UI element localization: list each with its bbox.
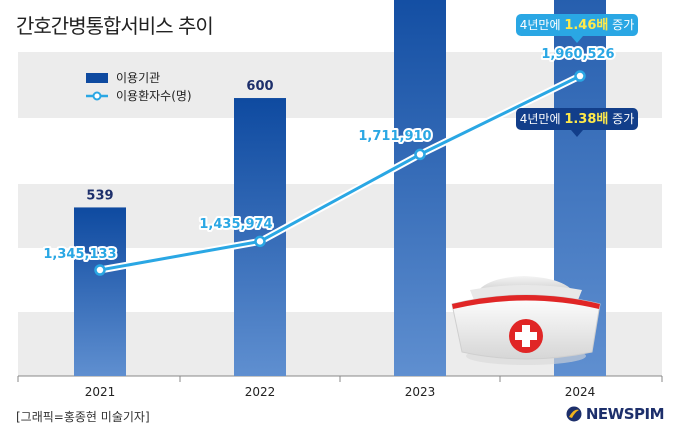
logo-icon: [566, 406, 582, 422]
legend-line-marker: [92, 91, 102, 101]
bubble-box: [516, 14, 638, 36]
line-point: [94, 264, 106, 276]
line-value-label-halo: 1,435,974: [199, 217, 272, 232]
line-point: [254, 235, 266, 248]
annotation-bar-growth: 4년만에 1.38배 증가: [516, 108, 638, 137]
line-point: [414, 148, 426, 161]
bubble-text-post: 증가: [608, 18, 634, 32]
line-value-label-halo: 1,711,910: [358, 129, 431, 144]
bubble-highlight: 1.46배: [564, 17, 608, 33]
legend-line-label: 이용환자수(명): [116, 89, 192, 103]
x-axis-ticks: 2021 2022 2023 2024: [17, 376, 663, 399]
bubble-text-post: 증가: [608, 112, 634, 126]
bubble-pointer: [571, 36, 583, 43]
bubble-text-pre: 4년만에: [520, 112, 565, 126]
bar-value-label: 539: [86, 188, 113, 203]
logo-text: NEWSPIM: [585, 405, 665, 423]
x-tick-label: 2024: [565, 385, 596, 399]
x-tick-label: 2023: [405, 385, 436, 399]
bar: [394, 0, 446, 376]
bar: [74, 207, 126, 376]
bubble-box: [516, 108, 638, 130]
line-value-label: 1,345,133: [43, 247, 116, 262]
legend-bar-swatch: [86, 73, 108, 83]
line-value-label-halo: 1,960,526: [541, 47, 614, 62]
newspim-logo: NEWSPIM: [566, 405, 665, 423]
x-tick-label: 2021: [85, 385, 116, 399]
line-series: 1,345,1331,345,1331,435,9741,435,9741,71…: [41, 45, 617, 276]
bubble-text: 4년만에 1.46배 증가: [520, 17, 635, 33]
bubble-pointer: [571, 130, 583, 137]
bubble-highlight: 1.38배: [564, 111, 608, 127]
annotation-line-growth: 4년만에 1.46배 증가: [516, 14, 638, 43]
chart-title: 간호간병통합서비스 추이: [16, 14, 214, 38]
bubble-text: 4년만에 1.38배 증가: [520, 111, 635, 127]
line-path: [99, 74, 581, 272]
bar-value-label: 600: [246, 79, 273, 94]
line-point: [574, 70, 586, 82]
nurse-cap-illustration: [451, 276, 601, 365]
line-value-label: 1,711,910: [358, 129, 431, 144]
bar-series: 539600670745: [74, 0, 606, 376]
bubble-text-pre: 4년만에: [520, 18, 565, 32]
line-value-label-halo: 1,345,133: [43, 247, 116, 262]
legend-bar-label: 이용기관: [116, 71, 160, 85]
x-tick-label: 2022: [245, 385, 276, 399]
line-value-label: 1,435,974: [199, 217, 272, 232]
credit-text: [그래픽=홍종현 미술기자]: [16, 410, 150, 424]
line-value-label: 1,960,526: [541, 47, 614, 62]
